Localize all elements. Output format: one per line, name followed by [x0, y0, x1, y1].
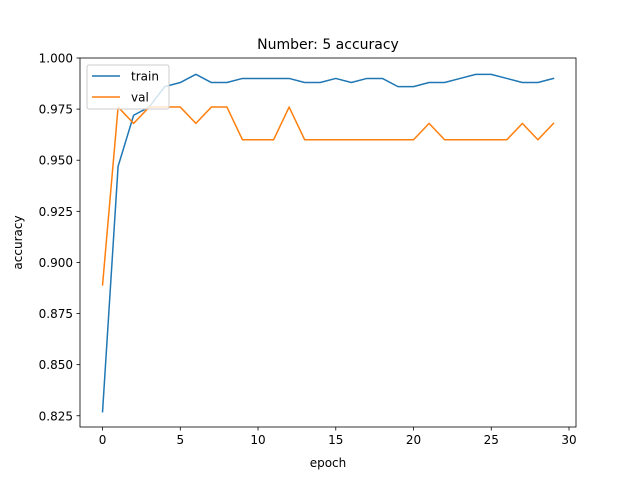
y-tick-label: 1.000 [39, 52, 73, 66]
x-tick-label: 25 [484, 433, 499, 447]
x-tick-label: 5 [176, 433, 184, 447]
plot-area [80, 58, 576, 427]
plot-frame [79, 57, 577, 428]
legend-label-train: train [131, 70, 159, 84]
y-tick-label: 0.975 [39, 103, 73, 117]
x-axis-label: epoch [310, 456, 347, 470]
x-tick-label: 0 [99, 433, 107, 447]
y-tick-label: 0.950 [39, 154, 73, 168]
y-tick-label: 0.925 [39, 205, 73, 219]
x-tick-label: 20 [406, 433, 421, 447]
x-tick-label: 10 [250, 433, 265, 447]
y-tick-label: 0.825 [39, 409, 73, 423]
x-tick-label: 30 [561, 433, 576, 447]
y-tick-label: 0.875 [39, 307, 73, 321]
legend: train val [86, 64, 170, 110]
series-line-train [101, 73, 555, 413]
x-tick-label: 15 [328, 433, 343, 447]
y-axis-label: accuracy [11, 215, 25, 269]
chart-title: Number: 5 accuracy [257, 37, 399, 53]
series-line-val [101, 106, 555, 286]
y-axis: 0.825 0.850 0.875 0.900 0.925 0.950 0.975 1.000 [39, 52, 80, 423]
legend-label-val: val [131, 91, 149, 105]
series-layer [101, 73, 555, 413]
y-tick-label: 0.850 [39, 358, 73, 372]
x-axis: 0 5 10 15 20 25 30 [99, 427, 577, 447]
y-tick-label: 0.900 [39, 256, 73, 270]
